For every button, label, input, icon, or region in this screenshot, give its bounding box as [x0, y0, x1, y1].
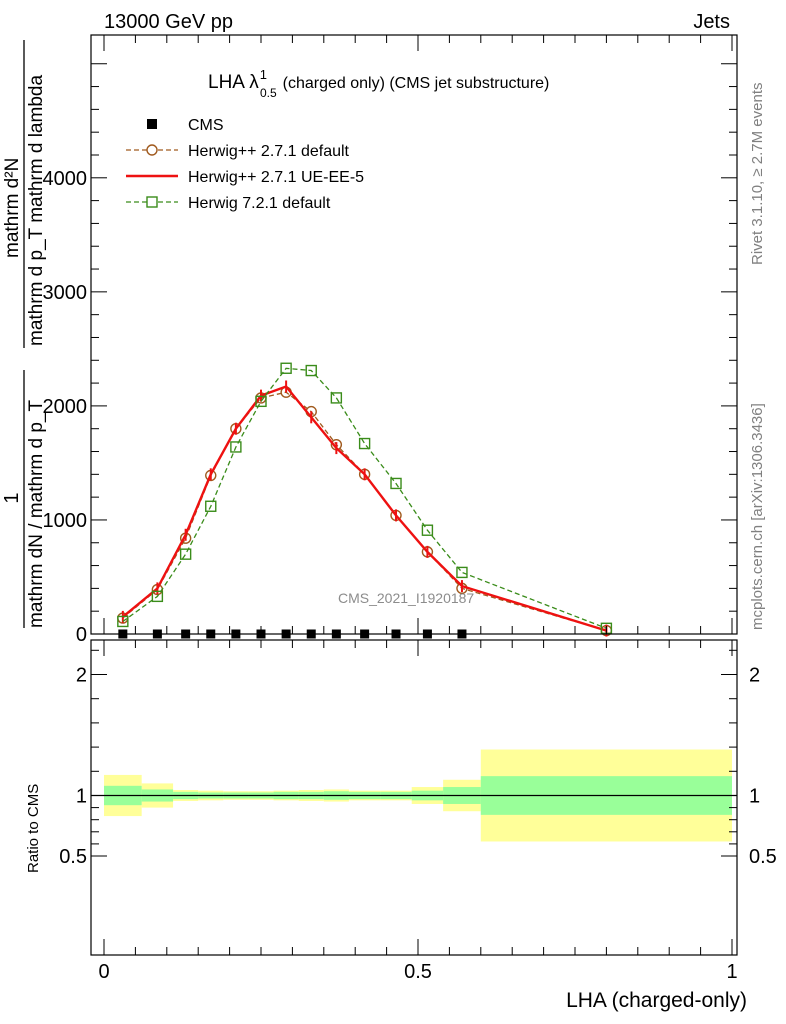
y-tick-label: 3000 — [43, 282, 88, 304]
herwig7-point — [280, 362, 292, 374]
chart-title: LHA λ1 0.5 (charged only) (CMS jet substru… — [208, 67, 549, 100]
title-superscript: 1 — [260, 67, 267, 82]
ylabel-prefix-den: mathrm dN / mathrm d p_T — [26, 400, 47, 628]
herwig7-point — [421, 524, 434, 536]
rivet-label: Rivet 3.1.10, ≥ 2.7M events — [749, 83, 766, 266]
herwig7-point — [179, 548, 192, 560]
title-main: LHA λ — [208, 72, 259, 93]
ratio-y-tick-label-right: 2 — [749, 665, 760, 687]
herwig7-point — [117, 615, 129, 628]
herwig7-point — [456, 566, 468, 579]
y-tick-label: 2000 — [43, 396, 88, 418]
ylabel-bottom: mathrm d p_T mathrm d lambda — [26, 75, 47, 346]
series-line-2 — [122, 385, 607, 632]
ylabel-prefix-num: 1 — [1, 492, 23, 503]
herwig7-point — [230, 441, 242, 453]
title-subscript: 0.5 — [260, 86, 277, 100]
ratio-bands — [91, 749, 737, 842]
legend-marker-square — [146, 196, 158, 208]
header-right: Jets — [693, 11, 730, 33]
herwig7-point — [255, 395, 267, 408]
y-tick-label: 1000 — [43, 510, 88, 532]
mcplots-label: mcplots.cern.ch [arXiv:1306.3436] — [749, 403, 766, 630]
ratio-frame-rect — [90, 639, 738, 956]
ratio-y-tick-label-left: 2 — [76, 665, 87, 687]
herwig7-point — [358, 437, 371, 450]
legend-entry-label: Herwig 7.2.1 default — [188, 195, 331, 212]
legend-entry-label: Herwig++ 2.7.1 default — [188, 143, 350, 160]
herwig7-point — [305, 364, 317, 377]
x-tick-label: 1 — [726, 961, 737, 983]
ratio-y-tick-label-right: 1 — [749, 786, 760, 808]
legend-marker-cms — [147, 119, 157, 129]
top-panel-frame: 0 1000 2000 3000 4000 — [43, 34, 738, 646]
x-axis-label: LHA (charged-only) — [566, 989, 747, 1012]
legend-entry-label: Herwig++ 2.7.1 UE-EE-5 — [188, 169, 364, 186]
y-tick-label: 0 — [76, 624, 87, 646]
ratio-y-tick-label-left: 1 — [76, 786, 87, 808]
legend-marker-circle — [146, 144, 158, 156]
ratio-panel-frame: 0.5 0.5 1 1 2 2 0 0.5 1 — [59, 639, 777, 983]
herwig7-point — [205, 500, 217, 512]
herwig7-point — [330, 392, 343, 404]
ylabel-top: mathrm d²N — [2, 158, 23, 258]
ratio-ylabel: Ratio to CMS — [25, 784, 42, 873]
herwig7-point — [390, 477, 402, 490]
ratio-y-tick-label-right: 0.5 — [749, 846, 777, 868]
y-tick-label: 4000 — [43, 168, 88, 190]
legend-entry-label: CMS — [188, 117, 224, 134]
herwig7-point — [151, 590, 164, 603]
x-tick-label: 0.5 — [404, 961, 432, 983]
legend: CMS Herwig++ 2.7.1 default Herwig++ 2.7.1 … — [126, 117, 364, 212]
ratio-y-tick-label-left: 0.5 — [59, 846, 87, 868]
y-axis-label: 1 mathrm dN / mathrm d p_T mathrm d²N ma… — [1, 40, 47, 628]
title-suffix: (charged only) (CMS jet substructure) — [283, 75, 550, 92]
watermark: CMS_2021_I1920187 — [338, 590, 474, 606]
header-left: 13000 GeV pp — [104, 11, 233, 33]
x-tick-label: 0 — [98, 961, 109, 983]
top-frame-rect — [90, 34, 738, 635]
